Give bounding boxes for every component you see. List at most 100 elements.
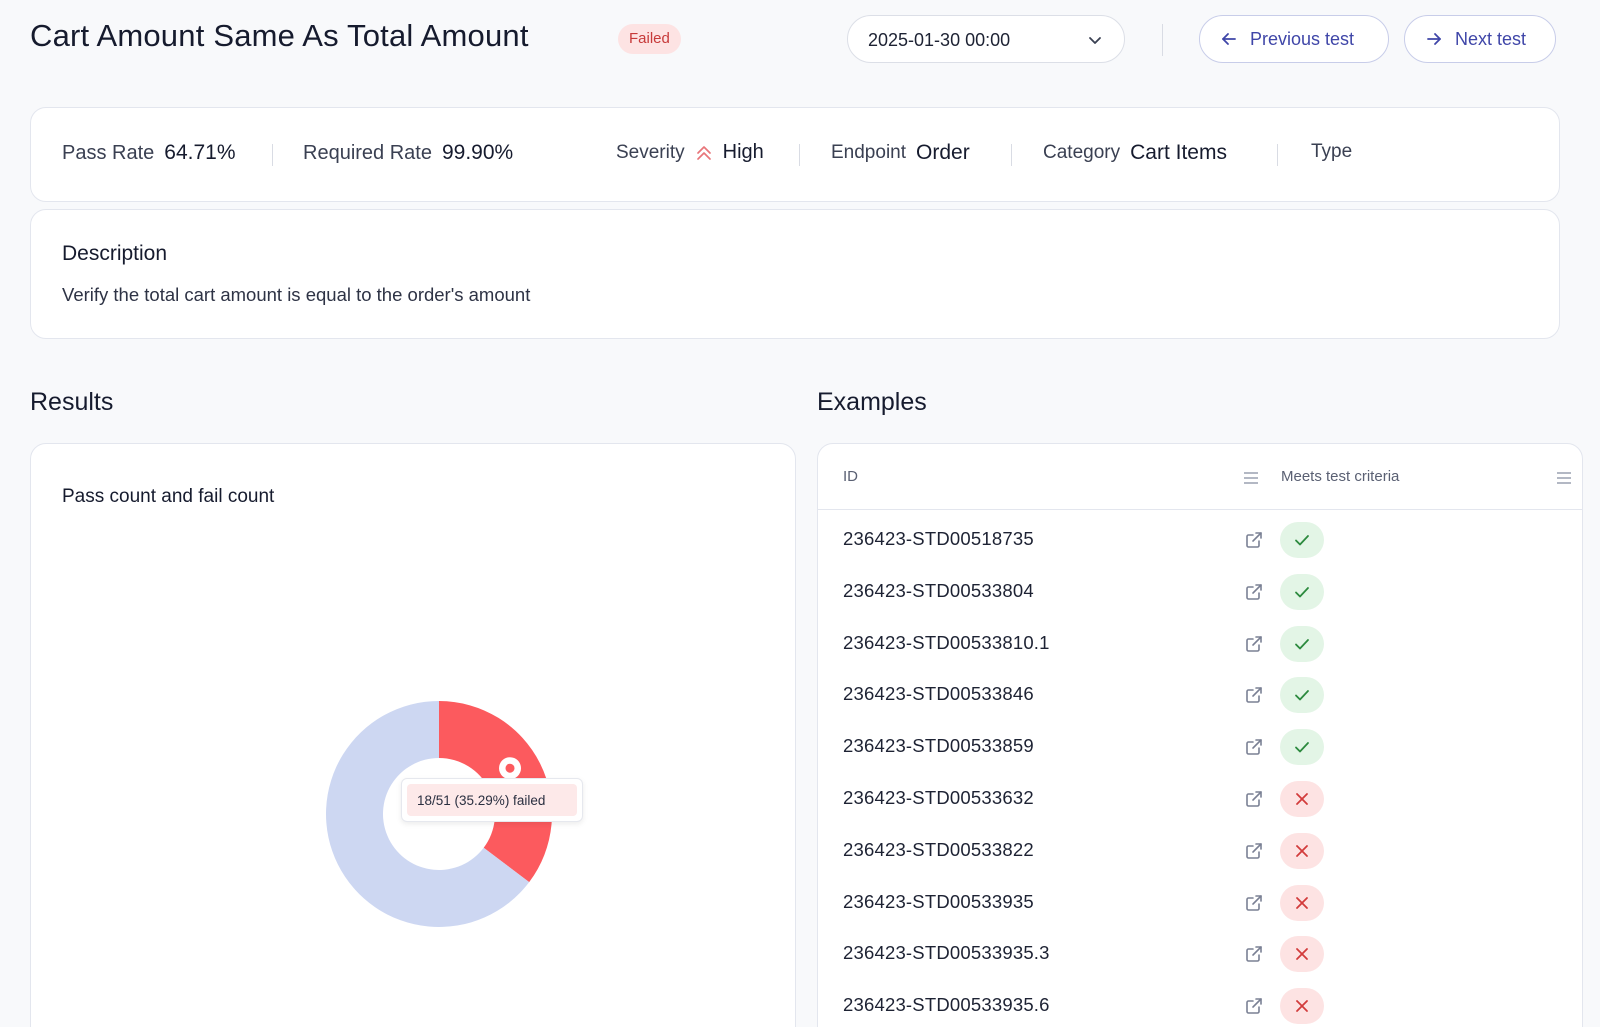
external-link-icon[interactable]	[1244, 737, 1264, 757]
pass-rate-value: 64.71%	[164, 141, 236, 164]
external-link-icon[interactable]	[1244, 996, 1264, 1016]
type-metric: Type	[1311, 141, 1352, 163]
chevron-down-icon	[1089, 37, 1101, 44]
description-card: Description Verify the total cart amount…	[30, 209, 1560, 339]
row-id: 236423-STD00533935.3	[843, 942, 1050, 964]
external-link-icon[interactable]	[1244, 685, 1264, 705]
table-row[interactable]: 236423-STD00533935.6	[818, 980, 1582, 1027]
results-card: Pass count and fail count 18/51 (35.29%)…	[30, 443, 796, 1027]
table-row[interactable]: 236423-STD00518735	[818, 514, 1582, 566]
x-icon	[1296, 793, 1308, 805]
chart-title: Pass count and fail count	[62, 486, 275, 507]
double-chevron-up-icon	[696, 145, 711, 160]
external-link-icon[interactable]	[1244, 634, 1264, 654]
row-id: 236423-STD00533804	[843, 579, 1034, 601]
external-link-icon[interactable]	[1244, 944, 1264, 964]
donut-slice-passed[interactable]	[326, 701, 530, 927]
examples-table: ID Meets test criteria 236423-STD0051873…	[817, 443, 1583, 1027]
next-test-button[interactable]: Next test	[1404, 15, 1556, 63]
category-label: Category	[1043, 142, 1121, 163]
criteria-fail-badge	[1280, 936, 1324, 973]
pass-rate-label: Pass Rate	[62, 141, 155, 164]
severity-metric: Severity High	[616, 141, 764, 164]
chart-tooltip-text: 18/51 (35.29%) failed	[407, 784, 577, 816]
check-icon	[1295, 690, 1309, 701]
page-header: Cart Amount Same As Total Amount Failed …	[0, 0, 1600, 80]
row-id: 236423-STD00533846	[843, 683, 1034, 705]
previous-test-label: Previous test	[1250, 28, 1355, 49]
arrow-right-icon	[1427, 33, 1441, 45]
external-link-icon[interactable]	[1244, 582, 1264, 602]
required-rate-metric: Required Rate 99.90%	[303, 141, 513, 165]
criteria-fail-badge	[1280, 884, 1324, 921]
row-id: 236423-STD00533810.1	[843, 631, 1050, 653]
row-id: 236423-STD00533632	[843, 787, 1034, 808]
check-icon	[1295, 535, 1309, 546]
x-icon	[1296, 844, 1308, 857]
external-link-icon[interactable]	[1244, 893, 1264, 913]
row-id: 236423-STD00518735	[843, 528, 1034, 549]
external-link-icon[interactable]	[1244, 530, 1264, 550]
severity-value: High	[722, 141, 764, 163]
check-icon	[1295, 586, 1309, 598]
criteria-pass-badge	[1280, 677, 1324, 714]
header-divider	[1162, 24, 1163, 56]
row-id: 236423-STD00533859	[843, 735, 1034, 757]
row-id: 236423-STD00533935.6	[843, 994, 1050, 1016]
metric-divider	[1011, 144, 1012, 166]
endpoint-value: Order	[916, 141, 970, 164]
metric-divider	[799, 144, 800, 166]
check-icon	[1295, 742, 1309, 753]
pass-rate-metric: Pass Rate 64.71%	[62, 141, 236, 165]
x-icon	[1296, 896, 1308, 909]
table-row[interactable]: 236423-STD00533804	[818, 566, 1582, 618]
category-metric: Category Cart Items	[1043, 141, 1227, 165]
column-menu-icon[interactable]	[1556, 471, 1572, 485]
criteria-fail-badge	[1280, 781, 1324, 817]
metric-divider	[1277, 144, 1278, 166]
table-row[interactable]: 236423-STD00533810.1	[818, 618, 1582, 670]
check-icon	[1295, 638, 1309, 649]
row-id: 236423-STD00533935	[843, 890, 1034, 912]
chart-tooltip: 18/51 (35.29%) failed	[401, 778, 583, 822]
criteria-fail-badge	[1280, 832, 1324, 869]
table-header: ID Meets test criteria	[818, 444, 1582, 510]
endpoint-label: Endpoint	[831, 142, 907, 163]
criteria-pass-badge	[1280, 729, 1324, 766]
criteria-pass-badge	[1280, 625, 1324, 662]
external-link-icon[interactable]	[1244, 789, 1264, 809]
examples-title: Examples	[817, 388, 927, 416]
table-row[interactable]: 236423-STD00533846	[818, 669, 1582, 721]
table-row[interactable]: 236423-STD00533632	[818, 773, 1582, 825]
previous-test-button[interactable]: Previous test	[1199, 15, 1389, 63]
category-value: Cart Items	[1130, 141, 1227, 164]
criteria-pass-badge	[1280, 522, 1324, 558]
table-row[interactable]: 236423-STD00533822	[818, 825, 1582, 877]
metrics-card: Pass Rate 64.71% Required Rate 99.90% Se…	[30, 107, 1560, 202]
column-menu-icon[interactable]	[1243, 471, 1259, 485]
row-id: 236423-STD00533822	[843, 838, 1034, 860]
page-title: Cart Amount Same As Total Amount	[30, 18, 529, 53]
metric-divider	[272, 144, 273, 166]
status-badge: Failed	[618, 24, 681, 54]
required-rate-value: 99.90%	[441, 141, 514, 164]
date-select-value: 2025-01-30 00:00	[868, 30, 1011, 50]
required-rate-label: Required Rate	[303, 141, 432, 164]
severity-label: Severity	[616, 141, 685, 163]
criteria-fail-badge	[1280, 988, 1324, 1025]
description-title: Description	[62, 242, 168, 265]
date-select[interactable]: 2025-01-30 00:00	[847, 15, 1125, 63]
arrow-left-icon	[1222, 33, 1236, 45]
endpoint-metric: Endpoint Order	[831, 141, 970, 165]
column-header-id[interactable]: ID	[843, 468, 858, 485]
table-row[interactable]: 236423-STD00533935.3	[818, 928, 1582, 980]
slice-hover-marker-dot	[505, 763, 515, 773]
column-header-criteria[interactable]: Meets test criteria	[1281, 468, 1400, 485]
table-row[interactable]: 236423-STD00533935	[818, 877, 1582, 929]
external-link-icon[interactable]	[1244, 841, 1264, 861]
results-title: Results	[30, 388, 114, 416]
type-label: Type	[1311, 141, 1353, 162]
table-row[interactable]: 236423-STD00533859	[818, 721, 1582, 773]
x-icon	[1296, 948, 1308, 961]
description-text: Verify the total cart amount is equal to…	[62, 284, 531, 305]
